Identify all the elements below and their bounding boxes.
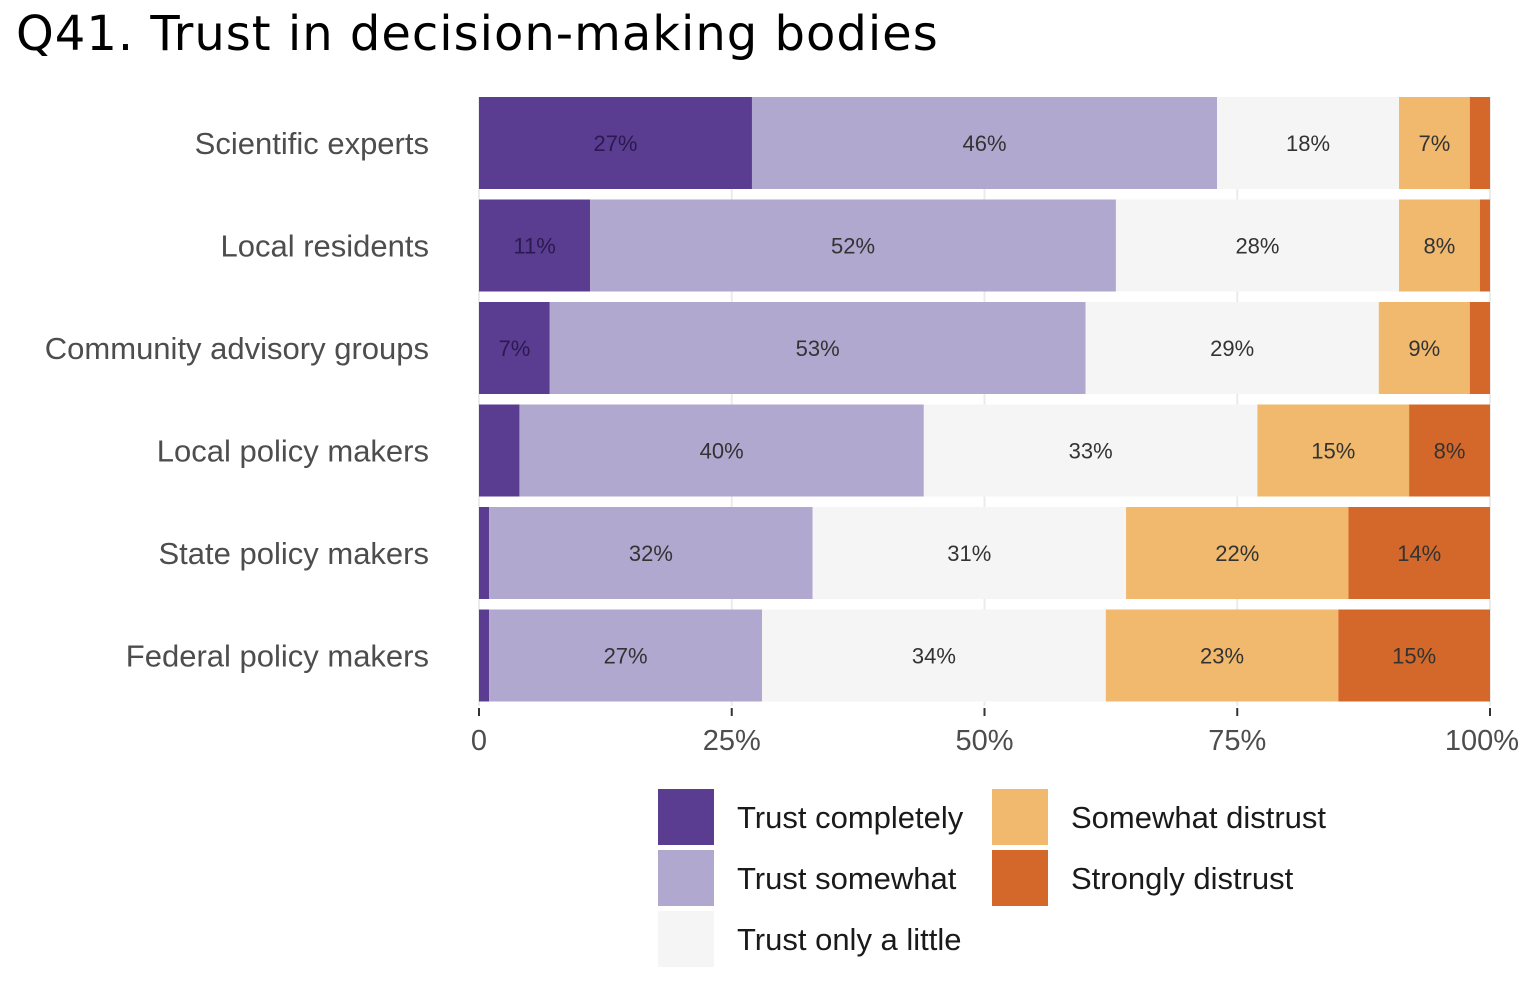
bar-segment (489, 507, 813, 599)
legend-swatch (658, 911, 714, 967)
legend-swatch (658, 850, 714, 906)
bar-segment (519, 404, 924, 497)
bar-segment (590, 199, 1116, 292)
data-label: 9% (1408, 336, 1440, 361)
bar-segment (549, 302, 1086, 394)
data-label: 8% (1424, 234, 1456, 259)
bar-segment (762, 609, 1106, 702)
bar-segment (1409, 404, 1490, 497)
data-label: 29% (1210, 336, 1254, 361)
category-label: Scientific experts (195, 126, 429, 161)
legend: Trust completely Trust somewhat Trust only… (658, 789, 1326, 967)
data-label: 14% (1397, 541, 1441, 566)
category-label: Federal policy makers (126, 639, 429, 674)
bar-segment (1085, 302, 1379, 394)
legend-item: Trust completely (658, 789, 964, 845)
legend-label: Strongly distrust (1071, 861, 1294, 896)
data-label: 11% (513, 234, 555, 259)
category-label: Local policy makers (157, 434, 429, 469)
data-label: 7% (498, 336, 530, 361)
legend-swatch (658, 789, 714, 845)
bar-segment (1338, 609, 1490, 702)
bar-row: 7% 53% 29% 9% (479, 302, 1490, 394)
bar-row: 11% 52% 28% 8% (479, 199, 1490, 292)
bar-segment (479, 507, 490, 599)
data-label: 34% (912, 644, 956, 669)
category-label: State policy makers (159, 536, 430, 571)
category-labels: Scientific experts Local residents Communi… (45, 126, 429, 674)
data-label: 46% (962, 131, 1006, 156)
x-tick-label: 25% (703, 725, 761, 757)
data-label: 7% (1418, 131, 1450, 156)
bar-segment (812, 507, 1127, 599)
legend-label: Trust somewhat (737, 861, 957, 896)
x-tick-label: 75% (1208, 725, 1266, 757)
bar-segment (479, 199, 591, 292)
bar-segment (479, 404, 520, 497)
bar-segment (479, 609, 490, 702)
bar-segment (479, 97, 752, 189)
category-label: Community advisory groups (45, 331, 429, 366)
legend-label: Trust completely (737, 800, 964, 835)
x-tick-label: 0 (471, 725, 487, 757)
bar-segment (1469, 302, 1490, 394)
bar-segment (1105, 609, 1339, 702)
x-axis-ticks: 0 25% 50% 75% 100% (471, 708, 1519, 757)
bar-segment (1115, 199, 1400, 292)
bar-row: 32% 31% 22% 14% (479, 507, 1490, 599)
bar-segment (489, 609, 763, 702)
bar-segment (751, 97, 1218, 189)
bar-segment (1479, 199, 1490, 292)
bar-row: 40% 33% 15% 8% (479, 404, 1490, 497)
legend-swatch (992, 789, 1048, 845)
x-tick-label: 50% (955, 725, 1013, 757)
data-label: 23% (1200, 644, 1244, 669)
grid-lines (478, 97, 1491, 706)
bar-segment (1257, 404, 1410, 497)
legend-item: Strongly distrust (992, 850, 1294, 906)
bar-segment (1399, 97, 1470, 189)
legend-label: Somewhat distrust (1071, 800, 1326, 835)
data-label: 15% (1311, 439, 1355, 464)
bar-segment (1217, 97, 1400, 189)
legend-swatch (992, 850, 1048, 906)
bar-segment (1469, 97, 1490, 189)
bar-segment (1399, 199, 1480, 292)
category-label: Local residents (220, 229, 429, 264)
page-title: Q41. Trust in decision-making bodies (16, 6, 939, 62)
legend-label: Trust only a little (737, 922, 962, 957)
x-tick-label: 100% (1445, 725, 1519, 757)
data-label: 52% (831, 234, 875, 259)
data-label: 40% (700, 439, 744, 464)
data-label: 15% (1392, 644, 1436, 669)
data-label: 22% (1215, 541, 1259, 566)
bar-row: 27% 46% 18% 7% (479, 97, 1490, 189)
bars: 27% 46% 18% 7% 11% 52% 28% 8% 7% 53% 29% 9% 40% 33% 15… (479, 97, 1490, 702)
bar-row: 27% 34% 23% 15% (479, 609, 1490, 702)
bar-segment (923, 404, 1258, 497)
data-label: 28% (1235, 234, 1279, 259)
legend-item: Trust only a little (658, 911, 962, 967)
bar-segment (1378, 302, 1470, 394)
data-label: 18% (1286, 131, 1330, 156)
legend-item: Trust somewhat (658, 850, 957, 906)
legend-item: Somewhat distrust (992, 789, 1326, 845)
data-label: 27% (604, 644, 648, 669)
data-label: 32% (629, 541, 673, 566)
bar-segment (479, 302, 550, 394)
data-label: 31% (947, 541, 991, 566)
data-label: 53% (796, 336, 840, 361)
bar-segment (1348, 507, 1490, 599)
data-label: 8% (1434, 439, 1466, 464)
bar-segment (1126, 507, 1349, 599)
data-label: 33% (1069, 439, 1113, 464)
data-label: 27% (593, 131, 637, 156)
